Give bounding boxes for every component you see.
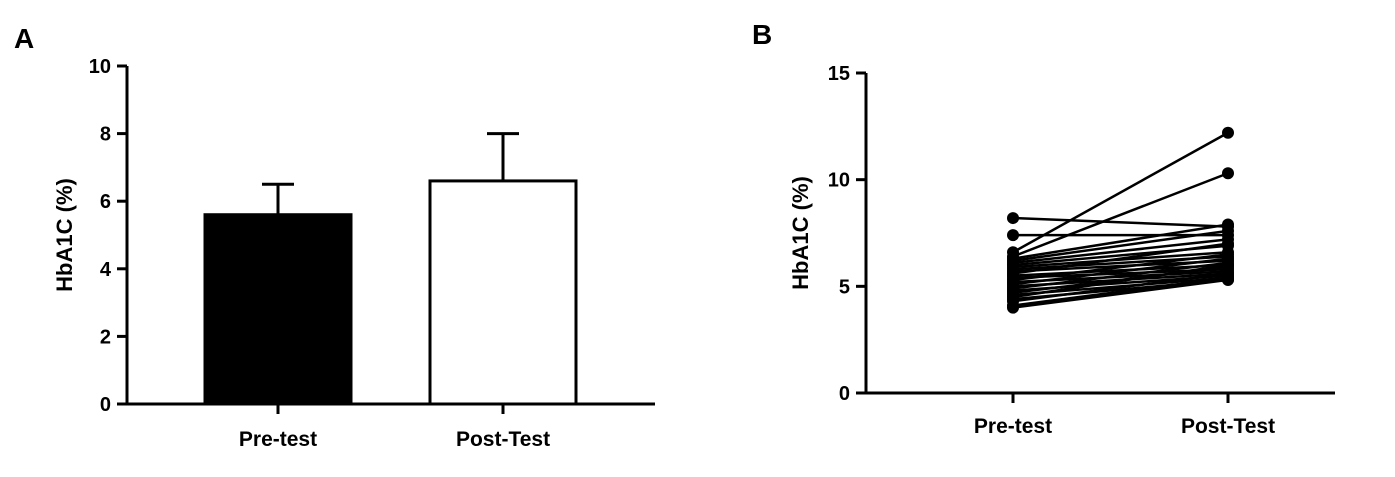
panel-a-letter: A (14, 23, 34, 54)
y-tick-label: 4 (100, 259, 112, 281)
y-axis-title: HbA1C (%) (788, 176, 813, 290)
y-tick-label: 10 (828, 170, 850, 192)
panel-b-letter: B (752, 19, 772, 50)
pre-test-point (1007, 301, 1019, 314)
subject-line (1012, 276, 1229, 307)
x-category-label: Pre-test (974, 415, 1052, 438)
subject-line (1012, 278, 1229, 309)
post-test-point (1222, 237, 1234, 250)
bar-post-test (428, 179, 578, 406)
subject-line (1012, 229, 1229, 262)
y-tick-label: 6 (100, 191, 111, 213)
post-test-point (1222, 167, 1234, 180)
subject-line (1012, 238, 1229, 265)
x-category-label: Post-Test (1181, 415, 1275, 438)
y-axis-title: HbA1C (%) (52, 178, 77, 292)
pre-test-point (1007, 229, 1019, 242)
pre-test-point (1007, 212, 1019, 225)
subject-line (1012, 216, 1229, 228)
y-tick-label: 15 (828, 63, 850, 85)
x-category-label: Post-Test (456, 428, 550, 451)
post-test-point (1222, 224, 1234, 237)
y-tick-label: 10 (89, 56, 111, 78)
post-test-point (1222, 126, 1234, 139)
subject-line (1012, 257, 1229, 286)
y-tick-label: 0 (839, 383, 850, 405)
subject-line (1012, 261, 1229, 290)
x-category-label: Pre-test (239, 428, 317, 451)
subject-line (1012, 223, 1229, 260)
bar-pre-test (203, 213, 353, 406)
subject-line (1012, 172, 1229, 258)
subject-line (1012, 242, 1229, 275)
subject-line (1012, 272, 1229, 303)
y-tick-label: 8 (100, 124, 111, 146)
post-test-point (1222, 273, 1234, 286)
panel-b: 0 5 10 15 HbA1C (%) Pre-test Post-Test (788, 63, 1335, 438)
subject-line (1012, 131, 1229, 254)
panel-a: 0 2 4 6 8 10 HbA1C (%) Pre-test Post-Test (52, 56, 655, 451)
y-tick-label: 2 (100, 326, 111, 348)
subject-line (1012, 263, 1229, 299)
subject-line (1012, 253, 1229, 282)
y-tick-label: 0 (100, 394, 111, 416)
post-test-point (1222, 259, 1234, 271)
y-tick-label: 5 (839, 276, 850, 298)
